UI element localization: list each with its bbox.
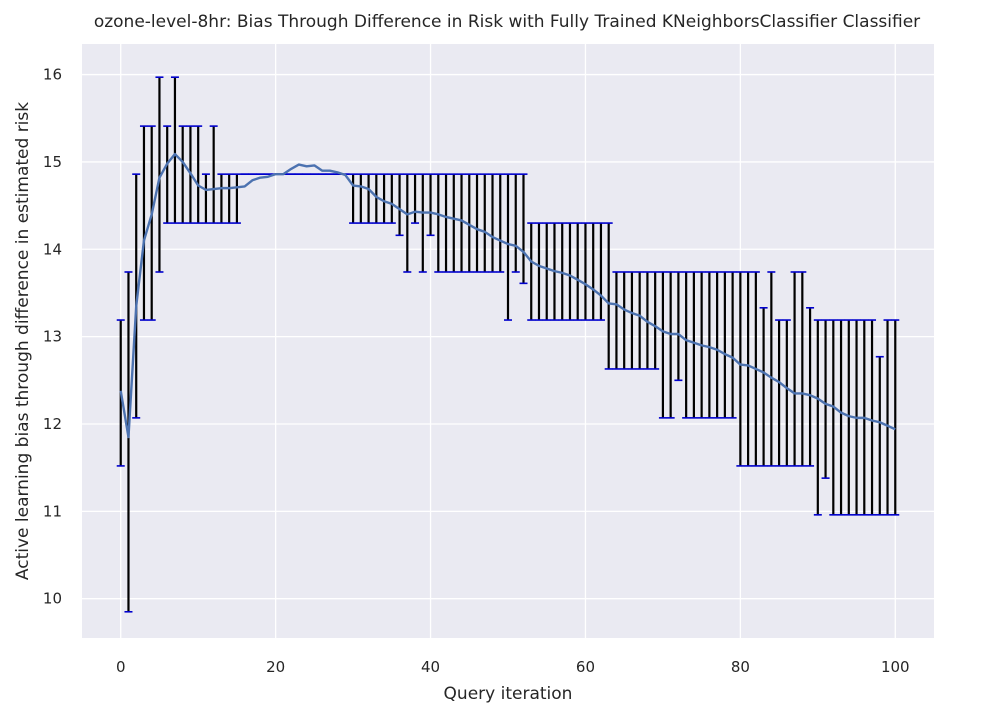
y-tick-label: 14 xyxy=(43,240,62,258)
x-tick-label: 40 xyxy=(421,658,440,676)
series-line-layer xyxy=(119,152,896,439)
y-tick-label: 13 xyxy=(43,328,62,346)
series-line xyxy=(119,152,896,439)
plot-area xyxy=(82,44,934,638)
x-tick-label: 0 xyxy=(116,658,126,676)
x-tick-label: 60 xyxy=(576,658,595,676)
x-tick-label: 20 xyxy=(266,658,285,676)
x-axis-label: Query iteration xyxy=(444,684,573,704)
y-tick-label: 12 xyxy=(43,415,62,433)
x-tick-label: 100 xyxy=(881,658,910,676)
y-tick-label: 10 xyxy=(43,590,62,608)
y-tick-label: 16 xyxy=(43,66,62,84)
x-tick-label: 80 xyxy=(731,658,750,676)
y-axis-label: Active learning bias through difference … xyxy=(13,102,33,580)
y-tick-label: 11 xyxy=(43,502,62,520)
chart-title: ozone-level-8hr: Bias Through Difference… xyxy=(94,12,920,32)
tick-labels: 0 20 40 60 80 100 10 11 12 13 14 15 16 xyxy=(43,66,910,676)
y-tick-label: 15 xyxy=(43,153,62,171)
